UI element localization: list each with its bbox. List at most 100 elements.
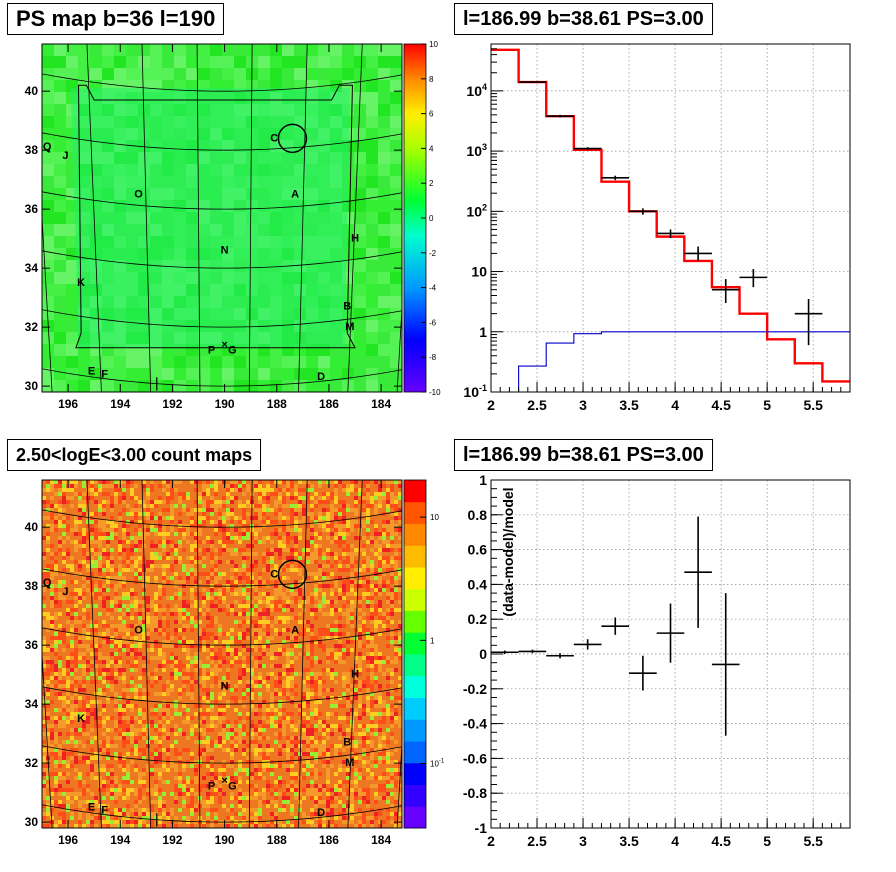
map-pixel [106, 560, 110, 564]
map-pixel [294, 540, 298, 544]
map-pixel [146, 596, 150, 600]
map-pixel [310, 612, 314, 616]
map-pixel [174, 636, 178, 640]
map-pixel [202, 508, 206, 512]
source-label: D [317, 371, 325, 383]
map-pixel [114, 56, 126, 68]
map-pixel [254, 480, 258, 484]
map-pixel [278, 600, 282, 604]
map-pixel [266, 604, 270, 608]
map-pixel [150, 528, 154, 532]
map-pixel [130, 624, 134, 628]
map-pixel [382, 532, 386, 536]
map-pixel [262, 540, 266, 544]
map-pixel [366, 104, 378, 116]
map-pixel [170, 552, 174, 556]
map-pixel [366, 604, 370, 608]
map-pixel [330, 608, 334, 612]
map-pixel [198, 508, 202, 512]
map-pixel [314, 528, 318, 532]
map-pixel [238, 492, 242, 496]
map-pixel [338, 532, 342, 536]
map-pixel [338, 604, 342, 608]
map-pixel [54, 524, 58, 528]
map-pixel [186, 568, 190, 572]
map-pixel [126, 368, 138, 380]
map-pixel [294, 624, 298, 628]
map-pixel [198, 528, 202, 532]
map-pixel [182, 520, 186, 524]
map-pixel [162, 508, 166, 512]
map-pixel [370, 516, 374, 520]
map-pixel [274, 640, 278, 644]
map-pixel [86, 652, 90, 656]
map-pixel [66, 568, 70, 572]
map-pixel [114, 612, 118, 616]
map-pixel [66, 552, 70, 556]
map-pixel [318, 592, 322, 596]
map-pixel [282, 68, 294, 80]
map-pixel [82, 644, 86, 648]
map-pixel [118, 656, 122, 660]
map-pixel [134, 588, 138, 592]
map-pixel [118, 532, 122, 536]
map-pixel [86, 624, 90, 628]
map-pixel [202, 652, 206, 656]
map-pixel [114, 540, 118, 544]
map-pixel [246, 536, 250, 540]
map-pixel [234, 596, 238, 600]
map-pixel [238, 488, 242, 492]
map-pixel [58, 616, 62, 620]
map-pixel [306, 488, 310, 492]
map-pixel [282, 596, 286, 600]
map-pixel [374, 584, 378, 588]
longitude-line [42, 211, 53, 392]
map-pixel [46, 640, 50, 644]
map-pixel [190, 588, 194, 592]
map-pixel [198, 624, 202, 628]
map-pixel [334, 544, 338, 548]
map-pixel [50, 492, 54, 496]
map-pixel [254, 612, 258, 616]
map-pixel [202, 572, 206, 576]
map-pixel [322, 512, 326, 516]
map-pixel [262, 532, 266, 536]
map-pixel [394, 536, 398, 540]
map-pixel [266, 488, 270, 492]
map-pixel [90, 556, 94, 560]
map-pixel [50, 528, 54, 532]
map-pixel [122, 644, 126, 648]
map-pixel [218, 536, 222, 540]
map-pixel [182, 656, 186, 660]
map-pixel [306, 624, 310, 628]
map-pixel [294, 616, 298, 620]
map-pixel [290, 612, 294, 616]
map-pixel [298, 608, 302, 612]
map-pixel [330, 520, 334, 524]
map-pixel [118, 588, 122, 592]
map-pixel [282, 620, 286, 624]
map-pixel [178, 552, 182, 556]
map-pixel [230, 600, 234, 604]
map-pixel [326, 612, 330, 616]
map-pixel [354, 600, 358, 604]
map-pixel [266, 504, 270, 508]
map-pixel [162, 616, 166, 620]
map-pixel [110, 516, 114, 520]
map-pixel [274, 624, 278, 628]
map-pixel [50, 600, 54, 604]
map-pixel [230, 620, 234, 624]
map-pixel [334, 572, 338, 576]
latitude-line [42, 309, 402, 328]
map-pixel [78, 552, 82, 556]
map-pixel [66, 532, 70, 536]
map-pixel [110, 596, 114, 600]
map-pixel [54, 504, 58, 508]
map-pixel [46, 644, 50, 648]
map-pixel [98, 528, 102, 532]
map-pixel [194, 492, 198, 496]
map-pixel [250, 596, 254, 600]
map-pixel [114, 632, 118, 636]
map-pixel [114, 596, 118, 600]
map-pixel [150, 524, 154, 528]
